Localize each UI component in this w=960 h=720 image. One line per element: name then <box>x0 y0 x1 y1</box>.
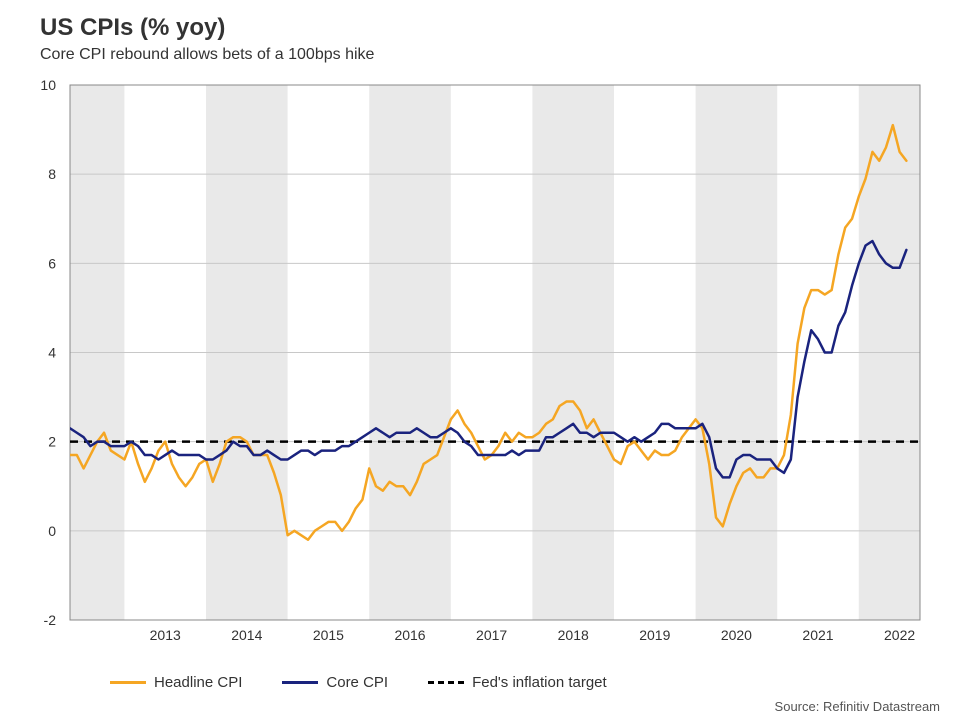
legend-label: Headline CPI <box>154 674 242 691</box>
legend-swatch <box>428 681 464 684</box>
legend-label: Core CPI <box>326 674 388 691</box>
svg-text:2014: 2014 <box>231 627 262 643</box>
chart-container: US CPIs (% yoy) Core CPI rebound allows … <box>0 0 960 720</box>
svg-text:2020: 2020 <box>721 627 752 643</box>
source-credit: Source: Refinitiv Datastream <box>775 699 940 714</box>
svg-text:2: 2 <box>48 434 56 450</box>
plot-area: -202468102013201420152016201720182019202… <box>60 80 930 645</box>
svg-text:6: 6 <box>48 255 56 271</box>
svg-text:10: 10 <box>40 77 56 93</box>
svg-text:8: 8 <box>48 166 56 182</box>
chart-title: US CPIs (% yoy) <box>40 14 225 42</box>
svg-text:2019: 2019 <box>639 627 670 643</box>
legend-label: Fed's inflation target <box>472 674 607 691</box>
legend-swatch <box>282 681 318 684</box>
svg-text:4: 4 <box>48 345 56 361</box>
chart-subtitle: Core CPI rebound allows bets of a 100bps… <box>40 46 374 64</box>
svg-text:2017: 2017 <box>476 627 507 643</box>
svg-text:2013: 2013 <box>150 627 181 643</box>
svg-text:0: 0 <box>48 523 56 539</box>
legend-swatch <box>110 681 146 684</box>
svg-text:2022: 2022 <box>884 627 915 643</box>
legend: Headline CPI Core CPI Fed's inflation targ… <box>60 670 960 694</box>
svg-text:2016: 2016 <box>394 627 425 643</box>
svg-text:-2: -2 <box>44 612 57 628</box>
svg-text:2018: 2018 <box>558 627 589 643</box>
legend-item: Core CPI <box>282 674 388 691</box>
legend-item: Headline CPI <box>110 674 242 691</box>
svg-text:2015: 2015 <box>313 627 344 643</box>
line-chart-svg: -202468102013201420152016201720182019202… <box>60 80 930 645</box>
legend-item: Fed's inflation target <box>428 674 607 691</box>
svg-text:2021: 2021 <box>802 627 833 643</box>
